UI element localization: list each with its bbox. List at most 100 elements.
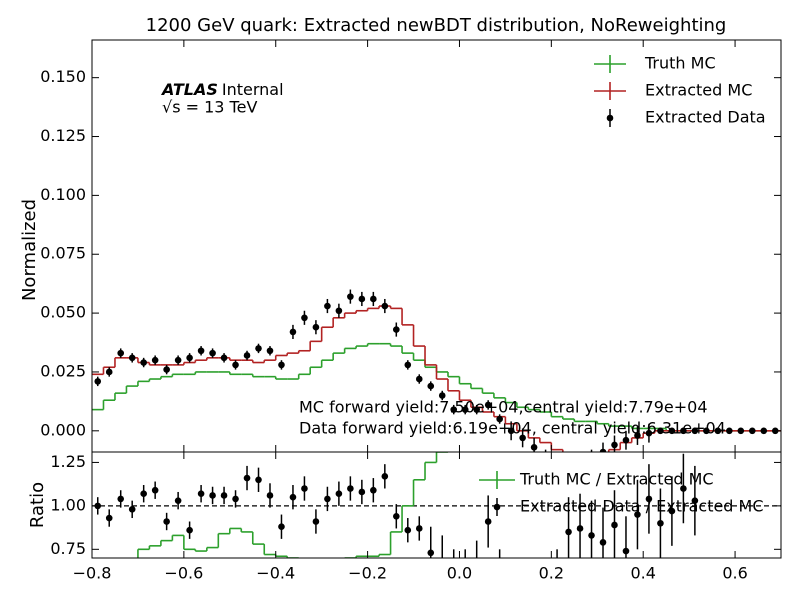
data-point bbox=[438, 392, 446, 399]
data-point bbox=[415, 525, 423, 532]
data-point bbox=[657, 427, 664, 435]
data-point bbox=[289, 493, 297, 501]
data-point bbox=[266, 347, 274, 355]
data-point bbox=[657, 519, 664, 527]
data-point bbox=[530, 443, 538, 451]
data-point bbox=[450, 406, 458, 413]
data-point bbox=[186, 354, 193, 362]
data-point bbox=[335, 490, 343, 498]
data-point bbox=[714, 427, 722, 435]
data-point bbox=[289, 328, 297, 336]
data-point bbox=[358, 295, 366, 303]
data-point bbox=[381, 473, 389, 480]
data-point bbox=[404, 361, 412, 369]
data-point bbox=[588, 456, 595, 463]
data-point bbox=[117, 349, 125, 357]
data-point bbox=[197, 347, 205, 355]
data-point bbox=[174, 497, 182, 504]
data-point bbox=[301, 314, 308, 322]
data-point bbox=[393, 326, 400, 333]
y-tick-label: 0.75 bbox=[50, 539, 86, 558]
data-point bbox=[508, 589, 515, 596]
data-point bbox=[140, 490, 147, 498]
data-point bbox=[324, 495, 331, 503]
data-point bbox=[577, 463, 584, 470]
ratio-frame bbox=[91, 451, 782, 559]
data-point bbox=[358, 488, 366, 496]
data-point bbox=[197, 490, 205, 498]
legend-label: Truth MC / Extracted MC bbox=[519, 470, 714, 489]
x-tick-label: 0.0 bbox=[447, 564, 472, 583]
data-point bbox=[347, 293, 354, 300]
data-point bbox=[128, 354, 136, 362]
data-point bbox=[427, 549, 435, 557]
data-point bbox=[588, 532, 595, 539]
data-point bbox=[599, 539, 607, 546]
data-point bbox=[220, 492, 228, 499]
data-point bbox=[404, 526, 412, 534]
data-point bbox=[622, 436, 630, 444]
y-tick-label: 0.075 bbox=[40, 244, 86, 263]
data-point bbox=[266, 492, 274, 499]
status: Internal bbox=[222, 80, 284, 99]
data-point bbox=[163, 366, 170, 373]
data-point bbox=[151, 486, 159, 494]
data-point bbox=[151, 356, 159, 364]
legend-label: Extracted Data bbox=[645, 108, 766, 127]
data-point bbox=[461, 406, 469, 413]
data-point bbox=[209, 349, 216, 357]
data-point bbox=[278, 361, 285, 369]
legend-label: Truth MC bbox=[644, 54, 716, 73]
data-point bbox=[243, 352, 251, 359]
data-point bbox=[645, 495, 653, 503]
plot-area bbox=[92, 289, 781, 470]
data-point bbox=[668, 427, 676, 435]
data-point bbox=[473, 563, 480, 570]
y-axis-label: Ratio bbox=[27, 482, 48, 528]
data-point bbox=[312, 323, 320, 331]
data-point bbox=[163, 518, 170, 525]
data-point bbox=[622, 547, 630, 555]
data-point bbox=[473, 406, 480, 413]
x-tick-label: 0.6 bbox=[722, 564, 747, 583]
x-tick-label: 0.4 bbox=[630, 564, 655, 583]
data-point bbox=[519, 434, 526, 442]
data-point bbox=[324, 302, 331, 310]
data-point bbox=[645, 429, 653, 437]
x-tick-label: −0.4 bbox=[256, 564, 295, 583]
data-point bbox=[748, 427, 756, 435]
data-point bbox=[255, 476, 262, 484]
data-point bbox=[186, 526, 193, 534]
experiment: ATLAS bbox=[160, 80, 218, 99]
data-point bbox=[691, 427, 699, 435]
data-point bbox=[278, 523, 285, 531]
data-point bbox=[634, 432, 641, 439]
data-point bbox=[393, 512, 400, 520]
legend-label: Extracted MC bbox=[645, 81, 752, 100]
data-point bbox=[335, 307, 343, 315]
y-tick-label: 1.00 bbox=[50, 495, 86, 514]
annotation: Data forward yield:6.19e+04, central yie… bbox=[299, 419, 726, 438]
x-tick-label: −0.6 bbox=[164, 564, 203, 583]
data-point bbox=[484, 401, 492, 409]
data-point bbox=[128, 506, 136, 513]
annotation: MC forward yield:7.50e+04,central yield:… bbox=[299, 398, 708, 417]
y-tick-label: 0.100 bbox=[40, 185, 86, 204]
data-point bbox=[94, 378, 102, 385]
data-point bbox=[496, 415, 503, 423]
data-point bbox=[105, 514, 113, 522]
legend-marker bbox=[493, 503, 501, 511]
data-point bbox=[381, 302, 389, 310]
data-point bbox=[703, 427, 710, 435]
data-point bbox=[507, 427, 515, 435]
data-point bbox=[611, 521, 618, 529]
data-point bbox=[439, 558, 446, 565]
data-point bbox=[243, 474, 251, 482]
y-axis-label: Normalized bbox=[19, 199, 40, 301]
data-point bbox=[312, 518, 320, 525]
atlas-label: ATLAS Internal bbox=[160, 80, 284, 99]
plot-area bbox=[92, 452, 781, 596]
x-tick-label: −0.2 bbox=[348, 564, 387, 583]
data-point bbox=[427, 382, 435, 390]
